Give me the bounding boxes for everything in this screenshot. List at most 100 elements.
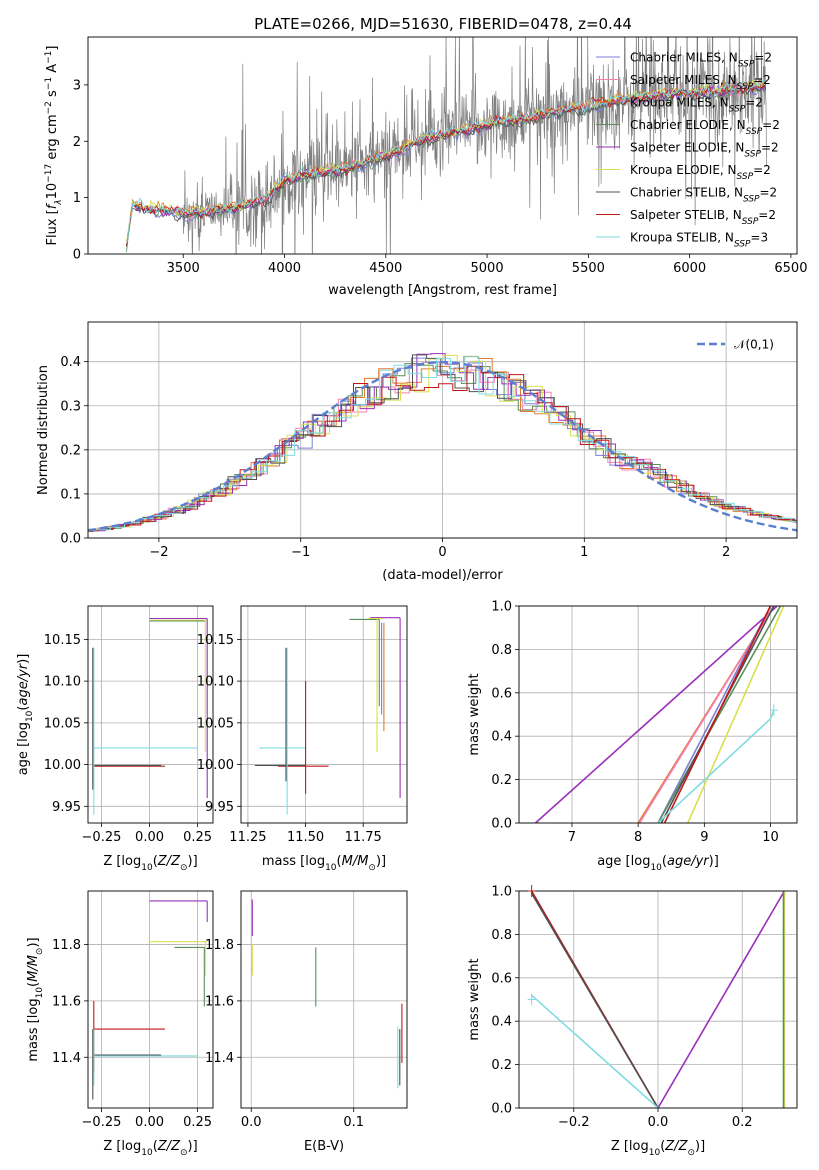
label-part: )] [188, 854, 198, 869]
y-tick-label: 0.0 [491, 817, 512, 832]
axes-frame [518, 890, 798, 1109]
legend-text: Kroupa STELIB, N [630, 231, 734, 245]
panel-marks [530, 891, 786, 1108]
y-tick-label: 9.95 [205, 800, 234, 815]
y-tick-label: 0.6 [491, 971, 512, 986]
y-tick-label: 0.2 [60, 443, 81, 458]
legend-sub: SSP [743, 195, 760, 205]
label-part: erg cm [45, 114, 60, 163]
axes-frame [240, 890, 408, 1109]
mark-2 [530, 892, 659, 1108]
x-tick-label: 6500 [774, 261, 807, 276]
x-axis-label: (data-model)/error [382, 568, 503, 583]
y-tick-label: 10.00 [197, 758, 234, 773]
label-part: f [45, 202, 60, 209]
label-part: 10 [325, 863, 337, 873]
y-axis-label: mass weight [467, 958, 482, 1040]
label-part: −2 [44, 101, 54, 114]
label-part: 10 [650, 863, 662, 873]
legend-entry: Kroupa STELIB, NSSP=3 [630, 231, 768, 250]
y-tick-label: 0.8 [491, 928, 512, 943]
mark-8 [657, 709, 775, 823]
label-part: )] [26, 937, 41, 947]
y-tick-label: 0 [73, 248, 81, 263]
mark-3 [531, 994, 659, 1108]
label-part: age [log [597, 854, 650, 869]
y-tick-label: 10.05 [44, 716, 81, 731]
histogram-step [88, 353, 797, 532]
mark-6 [663, 606, 772, 823]
legend-text: =2 [760, 186, 778, 200]
x-tick-label: 3500 [167, 261, 200, 276]
label-part: mass weight [467, 673, 482, 755]
x-tick-label: −2 [149, 545, 168, 560]
panel-marks [254, 617, 401, 815]
x-tick-label: 6000 [673, 261, 706, 276]
x-tick-label: 11.25 [229, 830, 266, 845]
legend-text: Salpeter ELODIE, N [630, 141, 744, 155]
label-part: )] [376, 854, 386, 869]
label-part: )] [709, 854, 719, 869]
label-part: M/M [342, 854, 369, 869]
label-part: 10 [141, 1148, 153, 1158]
x-tick-label: 0 [438, 545, 446, 560]
y-tick-label: 0.6 [491, 686, 512, 701]
axes-frame [87, 321, 798, 539]
x-axis-label: Z [log10(Z/Z⊙)] [103, 1139, 197, 1158]
x-tick-label: 2 [722, 545, 730, 560]
label-part: ( [660, 1139, 665, 1154]
label-part: ( [337, 854, 342, 869]
mark-0 [657, 891, 786, 1108]
label-part: −1 [44, 51, 54, 64]
x-tick-label: −0.25 [82, 1115, 122, 1130]
x-axis-label: E(B-V) [304, 1139, 344, 1154]
x-tick-label: 5500 [572, 261, 605, 276]
legend-entry: Salpeter MILES, NSSP=2 [630, 73, 771, 92]
y-tick-label: 1.0 [491, 600, 512, 615]
x-tick-label: 4000 [268, 261, 301, 276]
axes-frame [87, 605, 214, 824]
panel-marks [534, 606, 785, 823]
label-part: −17 [44, 164, 54, 183]
label-part: ⊙ [180, 863, 188, 873]
legend-text: Chabrier STELIB, N [630, 186, 743, 200]
legend-sub: SSP [742, 217, 759, 227]
y-tick-label: 10.10 [197, 675, 234, 690]
mark-3 [657, 606, 772, 823]
legend-text: =2 [761, 141, 779, 155]
x-tick-label: −0.25 [82, 830, 122, 845]
y-tick-label: 2 [73, 135, 81, 150]
label-part: ⊙ [35, 948, 45, 956]
y-tick-label: 10.10 [44, 675, 81, 690]
y-tick-label: 11.8 [205, 938, 234, 953]
y-tick-label: 10.15 [197, 633, 234, 648]
x-tick-label: 0.0 [648, 1115, 669, 1130]
massweight_vs_Z-panel: −0.2 0.0 0.2 0.0 0.2 0.4 0.6 0.8 1.0 Z [log10(Z/Z… [467, 885, 798, 1158]
label-part: −1 [44, 77, 54, 90]
x-axis-label: Z [log10(Z/Z⊙)] [611, 1139, 705, 1158]
legend-text: Kroupa MILES, N [630, 96, 729, 110]
label-part: mass weight [467, 958, 482, 1040]
y-axis-label: mass [log10(M/M⊙)] [26, 937, 45, 1061]
label-part: Flux [ [45, 209, 60, 245]
y-tick-label: 0.4 [491, 1015, 512, 1030]
model-line-8 [126, 77, 766, 244]
legend-text: Salpeter STELIB, N [630, 208, 742, 222]
label-part: A [45, 64, 60, 77]
age_vs_mass-panel: 11.25 11.50 11.75 9.95 10.00 10.05 10.10 10.15 m… [197, 605, 408, 873]
y-tick-label: 11.4 [205, 1051, 234, 1066]
label-part: 10 [45, 183, 60, 200]
legend-sub: SSP [737, 172, 754, 182]
label-part: Z [log [103, 1139, 141, 1154]
label-part: )] [16, 654, 31, 664]
panel-marks [251, 899, 403, 1089]
x-tick-label: 10 [762, 830, 779, 845]
y-tick-label: 0.4 [60, 355, 81, 370]
model-line-7 [126, 83, 767, 245]
label-part: ( [153, 1139, 158, 1154]
x-tick-label: 8 [634, 830, 642, 845]
label-part: ( [662, 854, 667, 869]
x-tick-label: 0.25 [183, 1115, 212, 1130]
x-tick-label: 9 [700, 830, 708, 845]
